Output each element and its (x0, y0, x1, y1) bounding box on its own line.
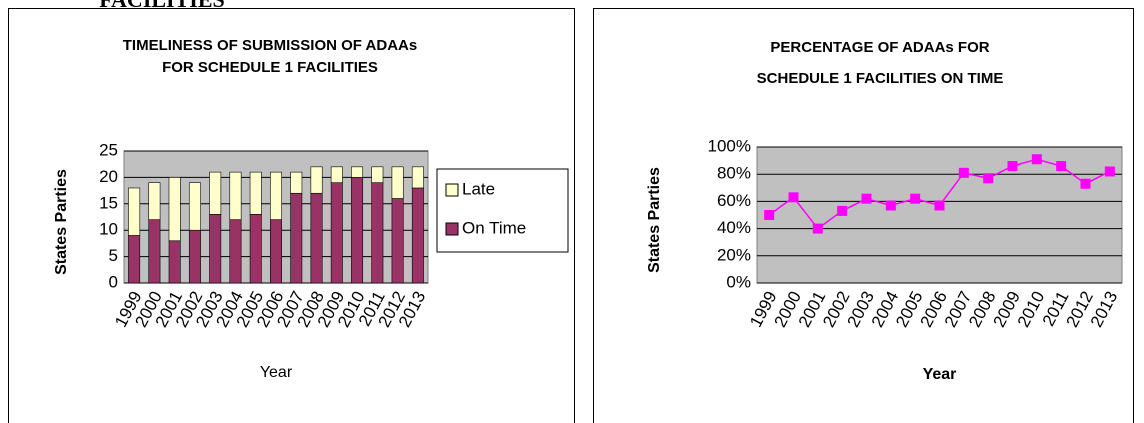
marker (788, 192, 799, 203)
marker (861, 193, 872, 204)
y-tick-label: 10 (99, 220, 118, 239)
legend-label: Late (462, 179, 495, 198)
bar (148, 219, 161, 284)
bar (249, 171, 262, 215)
y-tick-label: 20% (717, 245, 751, 264)
bar (188, 182, 201, 231)
bar (351, 166, 364, 178)
y-tick-label: 60% (717, 191, 751, 210)
marker (1104, 166, 1115, 177)
bar (411, 166, 424, 189)
bar (411, 187, 424, 284)
bar (128, 187, 141, 236)
marker (764, 210, 775, 220)
bar (371, 166, 384, 183)
marker (1056, 161, 1067, 172)
y-tick-label: 80% (717, 164, 751, 183)
y-tick-label: 15 (99, 193, 118, 212)
y-tick-label: 20 (99, 167, 118, 186)
marker (983, 173, 994, 184)
marker (837, 205, 848, 216)
chart-title: SCHEDULE 1 FACILITIES ON TIME (757, 70, 1004, 87)
bar (168, 177, 181, 242)
bar (209, 214, 222, 284)
y-tick-label: 5 (109, 246, 118, 265)
marker (1031, 154, 1042, 165)
marker (910, 193, 921, 204)
y-tick-label: 0 (109, 272, 118, 291)
y-tick-label: 100% (708, 136, 751, 155)
bar (168, 240, 181, 284)
legend (436, 168, 569, 253)
bar (270, 171, 282, 220)
y-tick-label: 0% (726, 272, 751, 291)
bar (249, 214, 262, 284)
bar (188, 229, 201, 284)
plot-area (756, 146, 1123, 284)
marker (958, 167, 969, 178)
bar (391, 166, 404, 199)
chart-title: PERCENTAGE OF ADAAs FOR (770, 39, 989, 56)
marker (812, 223, 823, 234)
legend-swatch (445, 222, 459, 236)
x-axis-label: Year (923, 366, 957, 383)
bar (330, 166, 343, 183)
chart-title: TIMELINESS OF SUBMISSION OF ADAAs (123, 37, 417, 54)
bar (351, 177, 364, 284)
chart-title: FOR SCHEDULE 1 FACILITIES (162, 59, 378, 76)
marker (1007, 161, 1018, 172)
bar (209, 171, 222, 215)
bar (391, 198, 404, 284)
bar (229, 219, 242, 284)
marker (1080, 178, 1091, 189)
marker (885, 200, 896, 211)
bar (229, 171, 242, 220)
bar (148, 182, 161, 220)
legend-label: On Time (462, 218, 526, 237)
marker (934, 200, 945, 211)
y-tick-label: 40% (717, 218, 751, 237)
bar (128, 235, 141, 284)
legend-swatch (445, 183, 459, 197)
bar (330, 182, 343, 284)
bar (310, 166, 323, 194)
y-axis-label: States Parties (53, 169, 70, 275)
x-axis-label: Year (260, 364, 293, 381)
y-tick-label: 25 (99, 140, 118, 159)
bar (270, 219, 282, 284)
bar (371, 182, 384, 284)
bar (290, 171, 303, 194)
y-axis-label: States Parties (646, 167, 663, 273)
bar (310, 192, 323, 284)
bar (290, 192, 303, 284)
